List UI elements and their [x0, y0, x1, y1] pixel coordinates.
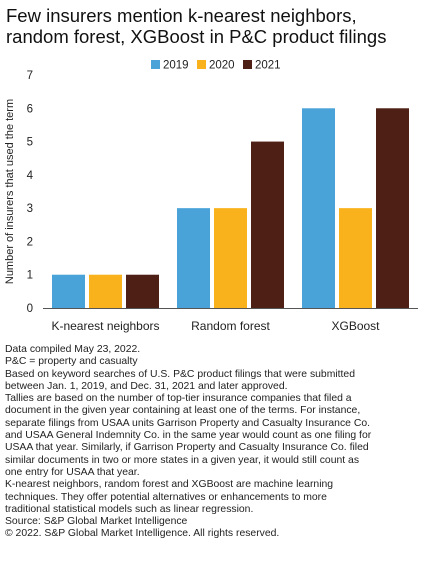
- legend-swatch-2021: [243, 60, 252, 69]
- chart-title: Few insurers mention k-nearest neighbors…: [6, 5, 420, 47]
- bar-2020-0: [89, 274, 122, 308]
- chart-title-line-1: Few insurers mention k-nearest neighbors…: [6, 5, 357, 26]
- bar-chart: 2019 2020 2021 Number of insurers that use…: [4, 60, 418, 333]
- y-tick-label: 0: [27, 303, 33, 315]
- chart-notes: Data compiled May 23, 2022. P&C = proper…: [5, 344, 420, 541]
- note-line: USAA that year. Similarly, if Garrison P…: [5, 442, 369, 454]
- category-labels: K-nearest neighbors Random forest XGBoost: [51, 319, 380, 333]
- x-category-label: XGBoost: [331, 319, 380, 333]
- legend-swatch-2020: [197, 60, 206, 69]
- legend-label-2021: 2021: [255, 60, 281, 72]
- y-tick-label: 1: [27, 270, 33, 282]
- source-line: Source: S&P Global Market Intelligence: [5, 516, 188, 528]
- note-line: Tallies are based on the number of top-t…: [5, 393, 352, 405]
- note-line: Based on keyword searches of U.S. P&C pr…: [5, 368, 355, 380]
- legend: 2019 2020 2021: [151, 60, 281, 72]
- bar-2021-2: [376, 108, 409, 309]
- note-line: between Jan. 1, 2019, and Dec. 31, 2021 …: [5, 380, 288, 392]
- bar-2020-1: [214, 208, 247, 308]
- note-line: Data compiled May 23, 2022.: [5, 344, 141, 355]
- legend-swatch-2019: [151, 60, 160, 69]
- x-category-label: K-nearest neighbors: [51, 319, 159, 333]
- chart-title-line-2: random forest, XGBoost in P&C product fi…: [6, 26, 387, 47]
- y-tick-label: 6: [27, 103, 33, 115]
- legend-label-2019: 2019: [163, 60, 189, 72]
- note-line: and USAA General Indemnity Co. in the sa…: [5, 430, 372, 442]
- y-axis-label: Number of insurers that used the term: [4, 99, 16, 284]
- note-line: document in the given year containing at…: [5, 405, 361, 417]
- bar-2021-1: [251, 141, 284, 308]
- y-tick-label: 7: [27, 70, 33, 82]
- bars: [52, 108, 409, 309]
- copyright-line: © 2022. S&P Global Market Intelligence. …: [5, 528, 280, 540]
- bar-2021-0: [126, 274, 159, 308]
- y-tick-label: 5: [27, 137, 33, 149]
- note-line: P&C = property and casualty: [5, 356, 138, 368]
- x-category-label: Random forest: [191, 319, 270, 333]
- bar-2019-1: [177, 208, 210, 308]
- y-tick-label: 3: [27, 203, 33, 215]
- note-line: similar documents in two or more states …: [5, 454, 360, 466]
- bar-2019-0: [52, 274, 85, 308]
- bar-2020-2: [339, 208, 372, 308]
- legend-label-2020: 2020: [209, 60, 235, 72]
- bar-2019-2: [302, 108, 335, 309]
- note-line: separate filings from USAA units Garriso…: [5, 417, 370, 429]
- y-tick-label: 2: [27, 236, 33, 248]
- y-axis-ticks: 0 1 2 3 4 5 6 7: [27, 70, 34, 315]
- note-line: techniques. They offer potential alterna…: [5, 491, 327, 503]
- y-tick-label: 4: [27, 170, 34, 182]
- note-line: one entry for USAA that year.: [5, 466, 140, 478]
- note-line: K-nearest neighbors, random forest and X…: [5, 479, 334, 491]
- note-line: traditional statistical models such as l…: [5, 503, 254, 515]
